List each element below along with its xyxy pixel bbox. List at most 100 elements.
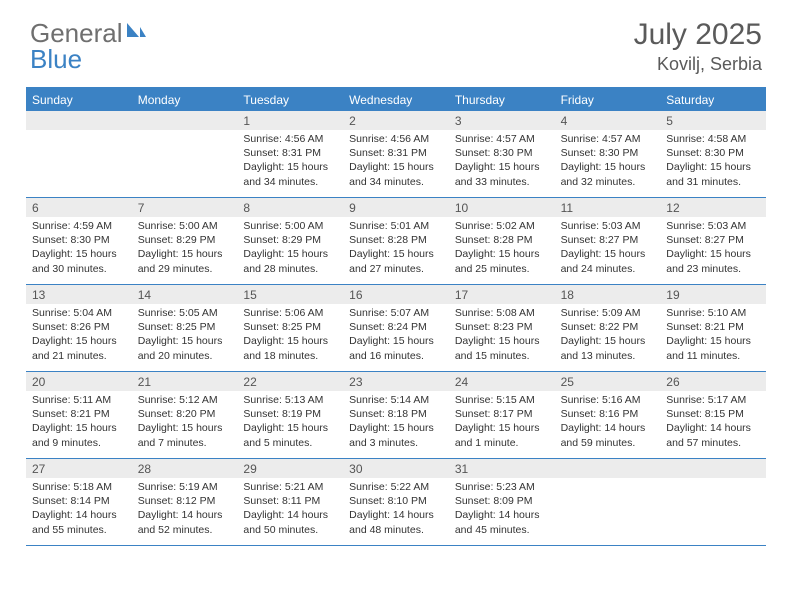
header: General July 2025 Kovilj, Serbia xyxy=(0,0,792,83)
daylight-text: Daylight: 14 hours and 59 minutes. xyxy=(561,421,655,449)
day-details: Sunrise: 5:03 AMSunset: 8:27 PMDaylight:… xyxy=(660,217,766,280)
day-number-strip: . xyxy=(26,111,132,130)
weekday-friday: Friday xyxy=(555,89,661,111)
sunrise-text: Sunrise: 5:03 AM xyxy=(666,219,760,233)
day-number-strip: 5 xyxy=(660,111,766,130)
daylight-text: Daylight: 15 hours and 7 minutes. xyxy=(138,421,232,449)
sunset-text: Sunset: 8:29 PM xyxy=(138,233,232,247)
sunset-text: Sunset: 8:30 PM xyxy=(561,146,655,160)
day-number-strip: 31 xyxy=(449,459,555,478)
day-number: 6 xyxy=(26,198,132,217)
day-details: Sunrise: 5:00 AMSunset: 8:29 PMDaylight:… xyxy=(132,217,238,280)
sunset-text: Sunset: 8:20 PM xyxy=(138,407,232,421)
daylight-text: Daylight: 15 hours and 20 minutes. xyxy=(138,334,232,362)
day-number-strip: . xyxy=(660,459,766,478)
daylight-text: Daylight: 14 hours and 52 minutes. xyxy=(138,508,232,536)
sunrise-text: Sunrise: 4:59 AM xyxy=(32,219,126,233)
calendar-week: ..1Sunrise: 4:56 AMSunset: 8:31 PMDaylig… xyxy=(26,111,766,198)
calendar-cell: 27Sunrise: 5:18 AMSunset: 8:14 PMDayligh… xyxy=(26,459,132,545)
sunset-text: Sunset: 8:10 PM xyxy=(349,494,443,508)
weekday-saturday: Saturday xyxy=(660,89,766,111)
daylight-text: Daylight: 15 hours and 11 minutes. xyxy=(666,334,760,362)
daylight-text: Daylight: 15 hours and 23 minutes. xyxy=(666,247,760,275)
day-number: 9 xyxy=(343,198,449,217)
day-details: Sunrise: 5:00 AMSunset: 8:29 PMDaylight:… xyxy=(237,217,343,280)
sunset-text: Sunset: 8:29 PM xyxy=(243,233,337,247)
calendar-cell: 7Sunrise: 5:00 AMSunset: 8:29 PMDaylight… xyxy=(132,198,238,284)
sunrise-text: Sunrise: 5:05 AM xyxy=(138,306,232,320)
calendar-cell: 24Sunrise: 5:15 AMSunset: 8:17 PMDayligh… xyxy=(449,372,555,458)
day-details: Sunrise: 5:06 AMSunset: 8:25 PMDaylight:… xyxy=(237,304,343,367)
day-details: Sunrise: 5:22 AMSunset: 8:10 PMDaylight:… xyxy=(343,478,449,541)
sunrise-text: Sunrise: 5:17 AM xyxy=(666,393,760,407)
day-details: Sunrise: 5:02 AMSunset: 8:28 PMDaylight:… xyxy=(449,217,555,280)
logo-sail-icon xyxy=(125,15,147,46)
day-number: 26 xyxy=(660,372,766,391)
day-number-strip: 8 xyxy=(237,198,343,217)
day-number: 18 xyxy=(555,285,661,304)
day-number: 10 xyxy=(449,198,555,217)
day-number: 4 xyxy=(555,111,661,130)
calendar-cell: 17Sunrise: 5:08 AMSunset: 8:23 PMDayligh… xyxy=(449,285,555,371)
calendar-cell: 8Sunrise: 5:00 AMSunset: 8:29 PMDaylight… xyxy=(237,198,343,284)
day-number-strip: 1 xyxy=(237,111,343,130)
calendar-cell: . xyxy=(26,111,132,197)
calendar-cell: 20Sunrise: 5:11 AMSunset: 8:21 PMDayligh… xyxy=(26,372,132,458)
weekday-header-row: Sunday Monday Tuesday Wednesday Thursday… xyxy=(26,89,766,111)
calendar-cell: 1Sunrise: 4:56 AMSunset: 8:31 PMDaylight… xyxy=(237,111,343,197)
calendar-cell: 23Sunrise: 5:14 AMSunset: 8:18 PMDayligh… xyxy=(343,372,449,458)
sunset-text: Sunset: 8:16 PM xyxy=(561,407,655,421)
sunrise-text: Sunrise: 5:03 AM xyxy=(561,219,655,233)
daylight-text: Daylight: 15 hours and 34 minutes. xyxy=(349,160,443,188)
daylight-text: Daylight: 15 hours and 34 minutes. xyxy=(243,160,337,188)
day-number: 2 xyxy=(343,111,449,130)
day-number-strip: 28 xyxy=(132,459,238,478)
day-number: 20 xyxy=(26,372,132,391)
sunrise-text: Sunrise: 5:22 AM xyxy=(349,480,443,494)
calendar-cell: 4Sunrise: 4:57 AMSunset: 8:30 PMDaylight… xyxy=(555,111,661,197)
day-number-strip: . xyxy=(132,111,238,130)
day-number: 19 xyxy=(660,285,766,304)
day-number-strip: 23 xyxy=(343,372,449,391)
calendar-cell: 5Sunrise: 4:58 AMSunset: 8:30 PMDaylight… xyxy=(660,111,766,197)
sunrise-text: Sunrise: 5:07 AM xyxy=(349,306,443,320)
calendar-cell: 29Sunrise: 5:21 AMSunset: 8:11 PMDayligh… xyxy=(237,459,343,545)
sunrise-text: Sunrise: 4:57 AM xyxy=(455,132,549,146)
sunrise-text: Sunrise: 5:21 AM xyxy=(243,480,337,494)
day-details: Sunrise: 5:13 AMSunset: 8:19 PMDaylight:… xyxy=(237,391,343,454)
calendar-cell: 18Sunrise: 5:09 AMSunset: 8:22 PMDayligh… xyxy=(555,285,661,371)
day-number: 31 xyxy=(449,459,555,478)
sunrise-text: Sunrise: 5:16 AM xyxy=(561,393,655,407)
day-number-strip: 20 xyxy=(26,372,132,391)
sunrise-text: Sunrise: 4:56 AM xyxy=(349,132,443,146)
daylight-text: Daylight: 14 hours and 45 minutes. xyxy=(455,508,549,536)
daylight-text: Daylight: 15 hours and 28 minutes. xyxy=(243,247,337,275)
day-number: 29 xyxy=(237,459,343,478)
daylight-text: Daylight: 14 hours and 57 minutes. xyxy=(666,421,760,449)
sunset-text: Sunset: 8:31 PM xyxy=(243,146,337,160)
day-details: Sunrise: 5:09 AMSunset: 8:22 PMDaylight:… xyxy=(555,304,661,367)
day-number: 21 xyxy=(132,372,238,391)
calendar-cell: . xyxy=(555,459,661,545)
sunset-text: Sunset: 8:25 PM xyxy=(243,320,337,334)
day-details: Sunrise: 4:56 AMSunset: 8:31 PMDaylight:… xyxy=(237,130,343,193)
day-number: 23 xyxy=(343,372,449,391)
day-number-strip: 4 xyxy=(555,111,661,130)
day-details: Sunrise: 4:57 AMSunset: 8:30 PMDaylight:… xyxy=(449,130,555,193)
sunset-text: Sunset: 8:25 PM xyxy=(138,320,232,334)
day-number-strip: 14 xyxy=(132,285,238,304)
day-details: Sunrise: 5:11 AMSunset: 8:21 PMDaylight:… xyxy=(26,391,132,454)
day-number: 12 xyxy=(660,198,766,217)
day-details: Sunrise: 5:19 AMSunset: 8:12 PMDaylight:… xyxy=(132,478,238,541)
day-number-strip: 16 xyxy=(343,285,449,304)
day-number-strip: 3 xyxy=(449,111,555,130)
sunset-text: Sunset: 8:22 PM xyxy=(561,320,655,334)
sunset-text: Sunset: 8:11 PM xyxy=(243,494,337,508)
calendar-cell: 28Sunrise: 5:19 AMSunset: 8:12 PMDayligh… xyxy=(132,459,238,545)
day-number-strip: 7 xyxy=(132,198,238,217)
day-number-strip: 29 xyxy=(237,459,343,478)
daylight-text: Daylight: 15 hours and 3 minutes. xyxy=(349,421,443,449)
sunset-text: Sunset: 8:23 PM xyxy=(455,320,549,334)
daylight-text: Daylight: 15 hours and 24 minutes. xyxy=(561,247,655,275)
sunset-text: Sunset: 8:12 PM xyxy=(138,494,232,508)
